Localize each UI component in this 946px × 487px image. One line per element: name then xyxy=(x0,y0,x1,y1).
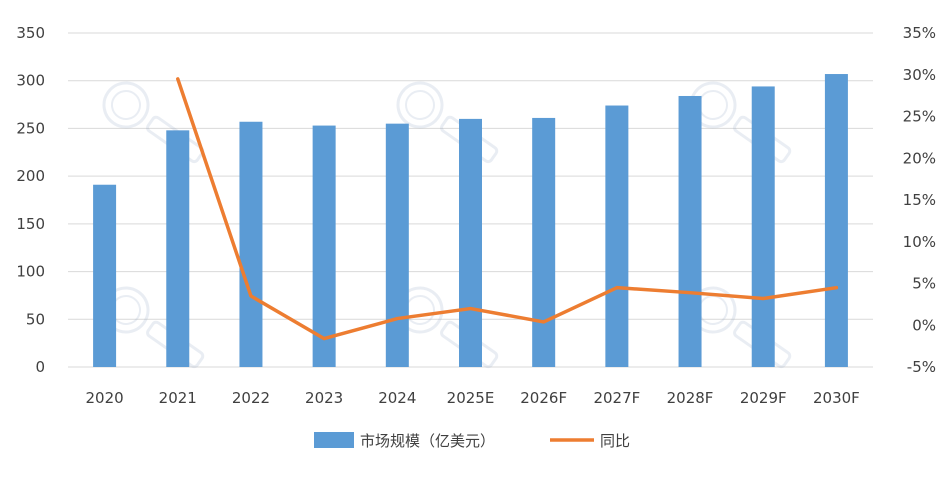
bar xyxy=(166,130,190,367)
left-tick-label: 150 xyxy=(16,215,45,233)
legend-bar-label: 市场规模（亿美元） xyxy=(360,432,495,450)
x-tick-label: 2025E xyxy=(447,389,495,407)
x-tick-label: 2021 xyxy=(159,389,197,407)
bar xyxy=(385,123,409,368)
x-tick-label: 2028F xyxy=(667,389,714,407)
right-tick-label: -5% xyxy=(907,358,936,376)
line-series xyxy=(176,77,839,341)
bar xyxy=(605,105,629,368)
left-tick-label: 200 xyxy=(16,167,45,185)
left-axis-ticks: 0 50 100 150 200 250 300 350 xyxy=(16,24,45,376)
x-tick-label: 2022 xyxy=(232,389,270,407)
x-tick-label: 2024 xyxy=(378,389,416,407)
right-tick-label: 0% xyxy=(912,316,936,334)
bar xyxy=(678,95,702,368)
x-tick-label: 2029F xyxy=(740,389,787,407)
yoy-line xyxy=(176,77,839,341)
watermark-circle xyxy=(396,81,444,129)
right-tick-label: 10% xyxy=(903,233,936,251)
watermark-inner-circle xyxy=(111,90,141,120)
right-tick-label: 15% xyxy=(903,191,936,209)
left-tick-label: 0 xyxy=(35,358,45,376)
x-tick-label: 2030F xyxy=(813,389,860,407)
left-tick-label: 250 xyxy=(16,119,45,137)
legend-bar-swatch xyxy=(314,432,354,448)
right-tick-label: 30% xyxy=(903,66,936,84)
watermark-circle xyxy=(102,81,150,129)
left-tick-label: 350 xyxy=(16,24,45,42)
bar xyxy=(239,121,263,368)
bar xyxy=(312,125,336,368)
bar xyxy=(93,184,117,367)
bar xyxy=(751,86,775,367)
legend: 市场规模（亿美元） 同比 xyxy=(314,432,630,450)
bar xyxy=(532,117,556,367)
left-tick-label: 100 xyxy=(16,263,45,281)
x-tick-label: 2026F xyxy=(520,389,567,407)
x-tick-label: 2027F xyxy=(593,389,640,407)
right-tick-label: 35% xyxy=(903,24,936,42)
left-tick-label: 50 xyxy=(26,310,45,328)
right-axis-ticks: -5% 0% 5% 10% 15% 20% 25% 30% 35% xyxy=(903,24,936,376)
x-axis-ticks: 2020 2021 2022 2023 2024 2025E 2026F 2027F 2028F… xyxy=(85,389,859,407)
left-tick-label: 300 xyxy=(16,72,45,90)
bar-series xyxy=(93,74,848,368)
bar xyxy=(459,118,482,367)
right-tick-label: 5% xyxy=(912,275,936,293)
right-tick-label: 25% xyxy=(903,108,936,126)
watermark-inner-circle xyxy=(405,90,435,120)
x-tick-label: 2023 xyxy=(305,389,343,407)
right-tick-label: 20% xyxy=(903,149,936,167)
bar xyxy=(824,74,848,367)
x-tick-label: 2020 xyxy=(85,389,123,407)
legend-line-label: 同比 xyxy=(600,432,630,450)
